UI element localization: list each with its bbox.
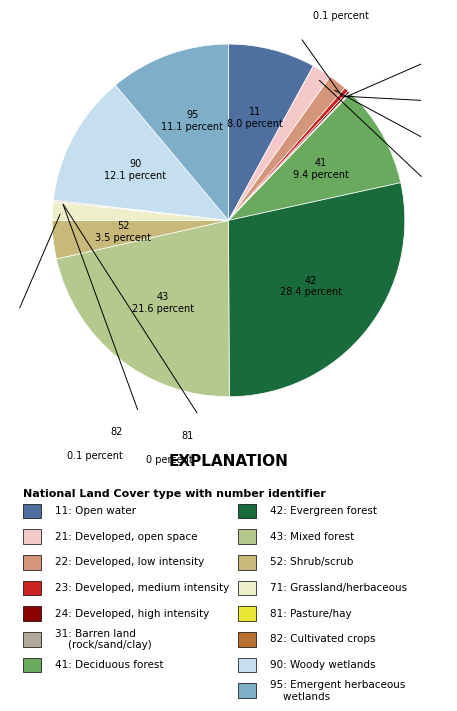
Text: 81: 81 [181, 431, 193, 441]
Text: 11
8.0 percent: 11 8.0 percent [227, 107, 283, 129]
FancyBboxPatch shape [23, 555, 41, 570]
Text: 41
9.4 percent: 41 9.4 percent [293, 158, 349, 179]
Wedge shape [52, 220, 228, 259]
Wedge shape [116, 44, 228, 220]
FancyBboxPatch shape [238, 683, 256, 698]
FancyBboxPatch shape [238, 581, 256, 596]
Wedge shape [56, 220, 229, 397]
Wedge shape [228, 93, 401, 220]
Wedge shape [228, 183, 405, 397]
FancyBboxPatch shape [238, 658, 256, 673]
Text: 71: Grassland/herbaceous: 71: Grassland/herbaceous [270, 583, 407, 593]
Text: 95
11.1 percent: 95 11.1 percent [161, 110, 223, 132]
Text: EXPLANATION: EXPLANATION [169, 454, 288, 469]
Text: 82: Cultivated crops: 82: Cultivated crops [270, 634, 375, 644]
FancyBboxPatch shape [238, 632, 256, 647]
Text: 42
28.4 percent: 42 28.4 percent [280, 276, 342, 297]
Text: 90: Woody wetlands: 90: Woody wetlands [270, 660, 375, 670]
FancyBboxPatch shape [23, 581, 41, 596]
FancyBboxPatch shape [238, 503, 256, 518]
Text: 42: Evergreen forest: 42: Evergreen forest [270, 506, 377, 516]
Text: 43: Mixed forest: 43: Mixed forest [270, 532, 354, 542]
Text: 82: 82 [110, 427, 122, 437]
Text: 90
12.1 percent: 90 12.1 percent [104, 159, 166, 181]
FancyBboxPatch shape [23, 529, 41, 544]
Wedge shape [228, 88, 348, 220]
Text: 43
21.6 percent: 43 21.6 percent [132, 292, 194, 314]
Text: 0.1 percent: 0.1 percent [313, 11, 369, 21]
Wedge shape [228, 44, 314, 220]
Text: 21: Developed, open space: 21: Developed, open space [55, 532, 197, 542]
Text: 52
3.5 percent: 52 3.5 percent [96, 221, 151, 243]
Text: 41: Deciduous forest: 41: Deciduous forest [55, 660, 163, 670]
FancyBboxPatch shape [238, 606, 256, 621]
Wedge shape [228, 92, 351, 220]
Wedge shape [52, 202, 228, 220]
FancyBboxPatch shape [238, 555, 256, 570]
FancyBboxPatch shape [23, 658, 41, 673]
FancyBboxPatch shape [23, 632, 41, 647]
Wedge shape [53, 85, 228, 220]
Text: National Land Cover type with number identifier: National Land Cover type with number ide… [23, 489, 326, 499]
Text: 52: Shrub/scrub: 52: Shrub/scrub [270, 557, 353, 567]
Text: 81: Pasture/hay: 81: Pasture/hay [270, 609, 351, 619]
Text: 11: Open water: 11: Open water [55, 506, 136, 516]
Text: 24: Developed, high intensity: 24: Developed, high intensity [55, 609, 209, 619]
Text: 95: Emergent herbaceous
    wetlands: 95: Emergent herbaceous wetlands [270, 680, 405, 702]
Wedge shape [228, 91, 350, 220]
Wedge shape [53, 201, 228, 220]
Text: 23: Developed, medium intensity: 23: Developed, medium intensity [55, 583, 229, 593]
FancyBboxPatch shape [238, 529, 256, 544]
Wedge shape [228, 76, 345, 220]
Text: 0 percent: 0 percent [147, 455, 193, 465]
Text: 31: Barren land
    (rock/sand/clay): 31: Barren land (rock/sand/clay) [55, 629, 152, 650]
Text: 22: Developed, low intensity: 22: Developed, low intensity [55, 557, 204, 567]
Text: 0.1 percent: 0.1 percent [67, 451, 122, 461]
FancyBboxPatch shape [23, 606, 41, 621]
Wedge shape [228, 66, 330, 220]
FancyBboxPatch shape [23, 503, 41, 518]
Wedge shape [53, 200, 228, 220]
